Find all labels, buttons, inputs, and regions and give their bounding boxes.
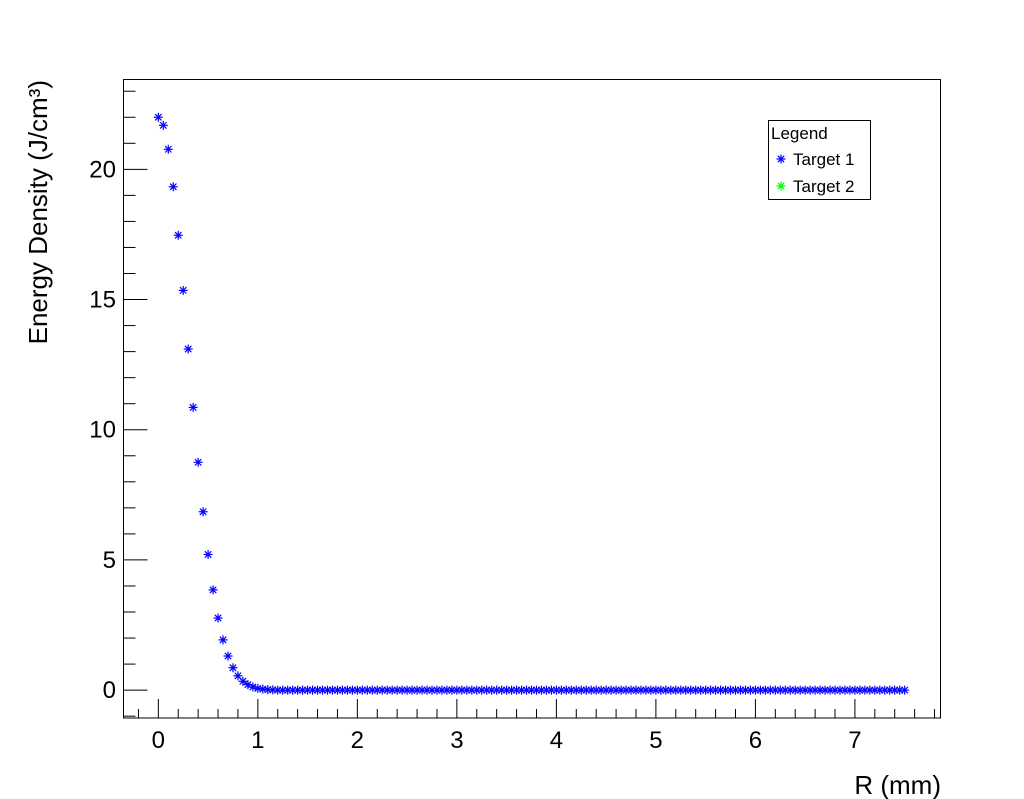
y-axis-label: Energy Density (J/cm³) <box>23 80 53 344</box>
legend-label-target-1: Target 1 <box>793 150 854 169</box>
x-tick-label: 5 <box>649 727 662 754</box>
asterisk-marker-icon <box>776 181 786 191</box>
data-point <box>153 112 163 122</box>
data-point <box>900 685 910 695</box>
tick-labels: 0 1 2 3 4 5 6 7 0 5 10 15 20 <box>89 156 861 754</box>
y-tick-label: 5 <box>103 547 116 574</box>
x-tick-label: 2 <box>351 727 364 754</box>
data-point <box>208 585 218 595</box>
x-tick-label: 6 <box>749 727 762 754</box>
x-tick-label: 7 <box>848 727 861 754</box>
data-point <box>158 120 168 130</box>
y-tick-label: 0 <box>103 677 116 704</box>
data-point <box>228 663 238 673</box>
x-axis-label: R (mm) <box>854 770 941 799</box>
data-points <box>153 112 910 695</box>
data-point <box>218 635 228 645</box>
y-tick-label: 15 <box>89 287 116 314</box>
legend: Legend Target 1 Target 2 <box>768 120 871 200</box>
data-point <box>223 651 233 661</box>
asterisk-marker-icon <box>776 154 786 164</box>
x-tick-label: 0 <box>152 727 165 754</box>
data-point <box>188 402 198 412</box>
x-tick-label: 4 <box>550 727 563 754</box>
legend-marker-target-2 <box>776 181 786 191</box>
data-point <box>268 685 278 695</box>
y-tick-label: 10 <box>89 417 116 444</box>
legend-title: Legend <box>771 124 828 143</box>
data-point <box>238 676 248 686</box>
data-point <box>193 457 203 467</box>
axis-ticks <box>123 90 936 718</box>
legend-marker-target-1 <box>776 154 786 164</box>
data-point <box>835 685 845 695</box>
data-point <box>168 182 178 192</box>
data-point <box>213 613 223 623</box>
data-point <box>173 230 183 240</box>
x-tick-label: 1 <box>251 727 264 754</box>
data-point <box>163 144 173 154</box>
x-tick-label: 3 <box>450 727 463 754</box>
legend-label-target-2: Target 2 <box>793 177 854 196</box>
data-point <box>203 549 213 559</box>
data-point <box>183 344 193 354</box>
y-tick-label: 20 <box>89 156 116 183</box>
data-point <box>198 507 208 517</box>
data-point <box>178 285 188 295</box>
